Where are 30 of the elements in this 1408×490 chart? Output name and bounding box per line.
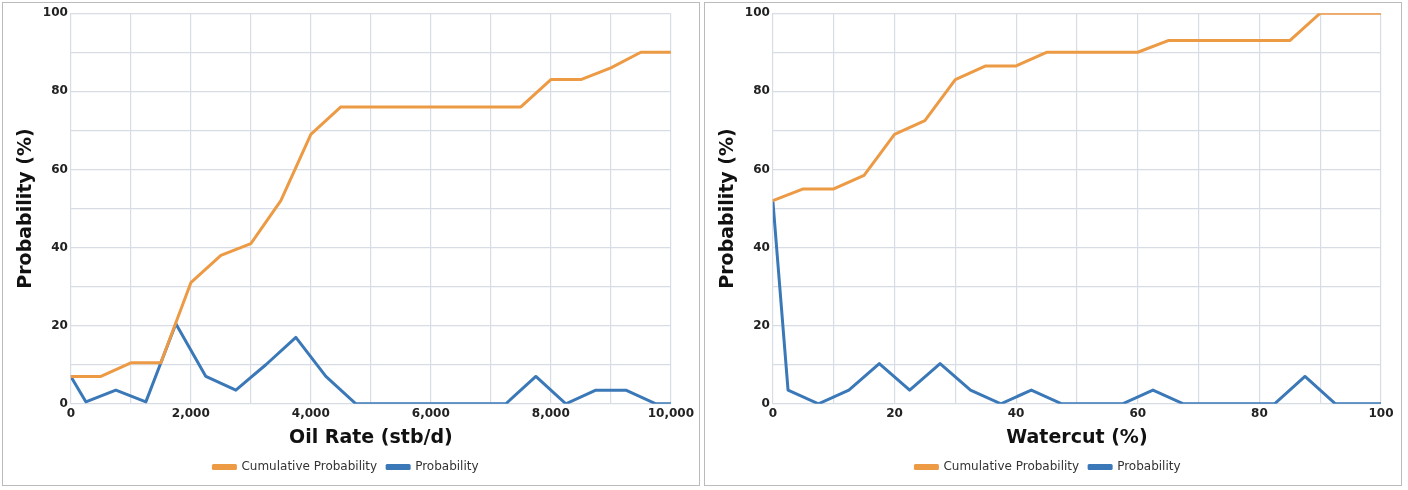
y-tick-label: 80 [753,83,770,98]
y-tick-label: 20 [51,317,68,332]
y-tick-label: 60 [753,161,770,176]
x-tick-label: 60 [1129,406,1147,421]
y-tick-label: 40 [51,239,68,254]
x-tick-label: 40 [1007,406,1025,421]
y-tick-label: 100 [42,5,68,20]
y-tick-label: 0 [59,395,68,410]
x-axis-title: Watercut (%) [1006,424,1148,447]
x-tick-label: 100 [1368,406,1394,421]
x-tick-label: 4,000 [291,406,330,421]
y-tick-label: 0 [761,395,770,410]
y-axis-title: Probability (%) [715,128,738,289]
y-tick-label: 20 [753,317,770,332]
y-tick-label: 100 [744,5,770,20]
y-tick-label: 80 [51,83,68,98]
legend-label: Cumulative Probability [943,459,1080,474]
x-tick-label: 6,000 [411,406,450,421]
legend-label: Cumulative Probability [241,459,378,474]
y-tick-label: 40 [753,239,770,254]
x-tick-label: 10,000 [647,406,694,421]
x-tick-label: 20 [886,406,903,421]
legend-label: Probability [1117,459,1181,474]
y-tick-label: 60 [51,161,68,176]
x-axis-title: Oil Rate (stb/d) [288,424,453,447]
x-tick-label: 2,000 [171,406,210,421]
legend-label: Probability [415,459,479,474]
x-tick-label: 80 [1251,406,1268,421]
y-axis-title: Probability (%) [13,128,36,289]
x-tick-label: 8,000 [531,406,570,421]
